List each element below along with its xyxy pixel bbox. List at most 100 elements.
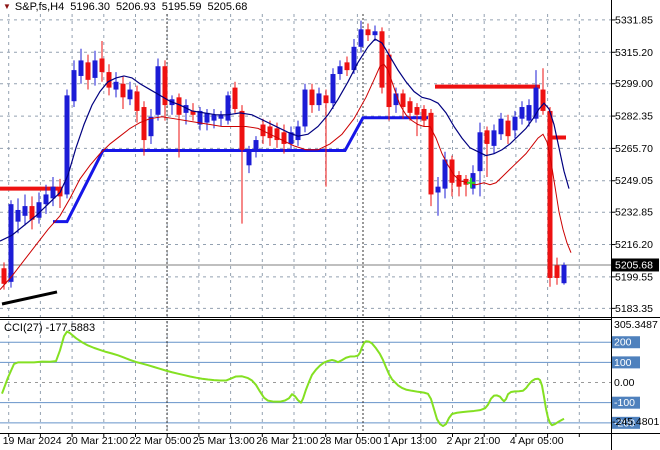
candle-bear: [505, 120, 511, 137]
candle-bull: [533, 87, 539, 119]
quote-bar: ▼ S&P,fs,H4 5196.30 5206.93 5195.59 5205.68: [3, 1, 247, 13]
candle-bear: [379, 31, 385, 88]
candle-bull: [78, 60, 84, 76]
candle-bull: [337, 66, 343, 75]
indicator-axis[interactable]: 305.3487 0.00 200 100 -100 -200-245.4801: [612, 319, 659, 429]
quote-high: 5206.93: [116, 1, 156, 13]
cci-level-badge: [612, 336, 640, 349]
price-tick-label: 5299.00: [615, 78, 653, 90]
ma-slow-line: [0, 63, 572, 290]
candle-bull: [372, 31, 378, 36]
candle-bear: [386, 54, 392, 108]
candle-bull: [113, 81, 119, 90]
cci-level-badge: [612, 416, 640, 429]
candle-bull: [477, 132, 483, 172]
candle-bull: [15, 209, 21, 222]
candle-bear: [554, 265, 560, 278]
candle-bear: [1, 268, 7, 284]
cci-level-badge-label: 100: [614, 357, 632, 369]
time-tick-label: 2 Apr 21:00: [447, 435, 501, 447]
candle-bull: [211, 114, 217, 121]
time-tick-label: 25 Mar 13:00: [193, 435, 255, 447]
symbol-dropdown-arrow-icon[interactable]: ▼: [3, 2, 11, 11]
price-tick-label: 5232.85: [615, 207, 653, 219]
price-tick-label: 5183.35: [615, 303, 653, 315]
candle-bull: [71, 70, 77, 102]
cci-line: [1, 330, 565, 428]
candle-bear: [323, 95, 329, 104]
candle-bull: [246, 151, 252, 166]
candles: [1, 20, 567, 290]
candle-bull: [442, 159, 448, 189]
candle-bear: [407, 101, 413, 113]
candle-bear: [120, 83, 126, 98]
candle-bull: [253, 140, 259, 152]
moving-averages: [0, 38, 572, 290]
price-tick-label: 5315.20: [615, 47, 653, 59]
candle-bear: [428, 112, 434, 195]
candle-bear: [141, 107, 147, 141]
quote-close: 5205.68: [207, 1, 248, 13]
cci-level-badge-label: 200: [614, 337, 632, 349]
trailing-stop-line[interactable]: [53, 116, 428, 224]
candle-bear: [344, 62, 350, 71]
candle-bear: [267, 126, 273, 139]
candle-bear: [162, 66, 168, 106]
time-tick-label: 20 Mar 21:00: [66, 435, 128, 447]
time-tick-label: 4 Apr 05:00: [510, 435, 564, 447]
candle-bear: [365, 29, 371, 36]
candle-bull: [316, 93, 322, 106]
time-tick-label: 26 Mar 21:00: [256, 435, 318, 447]
indicator-label: CCI(27) -177.5883: [4, 322, 96, 334]
current-price-badge-label: 5205.68: [615, 259, 653, 271]
candle-bull: [225, 95, 231, 121]
cci-level-badge-label: -200: [614, 417, 635, 429]
time-tick-label: 22 Mar 05:00: [130, 435, 192, 447]
candle-bull: [498, 118, 504, 135]
candle-bull: [330, 74, 336, 104]
cci-scale-min-label: -245.4801: [612, 416, 659, 428]
candle-bull: [204, 112, 210, 123]
candle-bull: [295, 126, 301, 141]
candle-bull: [470, 173, 476, 189]
quote-low: 5195.59: [161, 1, 202, 13]
candle-bull: [512, 116, 518, 131]
gridlines: [0, 14, 611, 432]
ma-fast-line: [0, 38, 570, 242]
time-tick-label: 1 Apr 13:00: [383, 435, 437, 447]
candle-bull: [148, 116, 154, 137]
candle-bear: [239, 110, 245, 150]
candle-bear: [106, 72, 112, 88]
period-separator: [166, 14, 364, 432]
candle-bull: [526, 105, 532, 121]
time-axis[interactable]: 19 Mar 2024 20 Mar 21:00 22 Mar 05:00 25 Ma…: [3, 433, 580, 448]
candle-bear: [547, 110, 553, 278]
candle-bull: [218, 114, 224, 119]
cci-level-badge-label: -100: [614, 397, 635, 409]
price-tick-label: 5199.55: [615, 271, 653, 283]
candle-bull: [155, 66, 161, 115]
candle-bear: [176, 97, 182, 115]
candle-bull: [197, 110, 203, 125]
price-axis[interactable]: 5331.85 5315.20 5299.00 5282.35 5265.70 5249.…: [611, 14, 660, 315]
candle-bull: [183, 105, 189, 113]
candle-bear: [274, 128, 280, 141]
price-tick-label: 5265.70: [615, 143, 653, 155]
candle-bear: [456, 175, 462, 187]
trend-line: [1, 290, 58, 306]
candle-bear: [281, 132, 287, 144]
candle-bull: [22, 206, 28, 216]
candle-bull: [302, 89, 308, 127]
candle-bear: [540, 89, 546, 111]
cci-level-badge: [612, 356, 640, 369]
buy-marker-icon: [467, 177, 475, 188]
candle-bear: [85, 62, 91, 80]
candle-bear: [190, 110, 196, 115]
quote-open: 5196.30: [70, 1, 111, 13]
candle-bear: [29, 206, 35, 220]
price-tick-label: 5216.20: [615, 239, 653, 251]
candle-bull: [43, 194, 49, 205]
